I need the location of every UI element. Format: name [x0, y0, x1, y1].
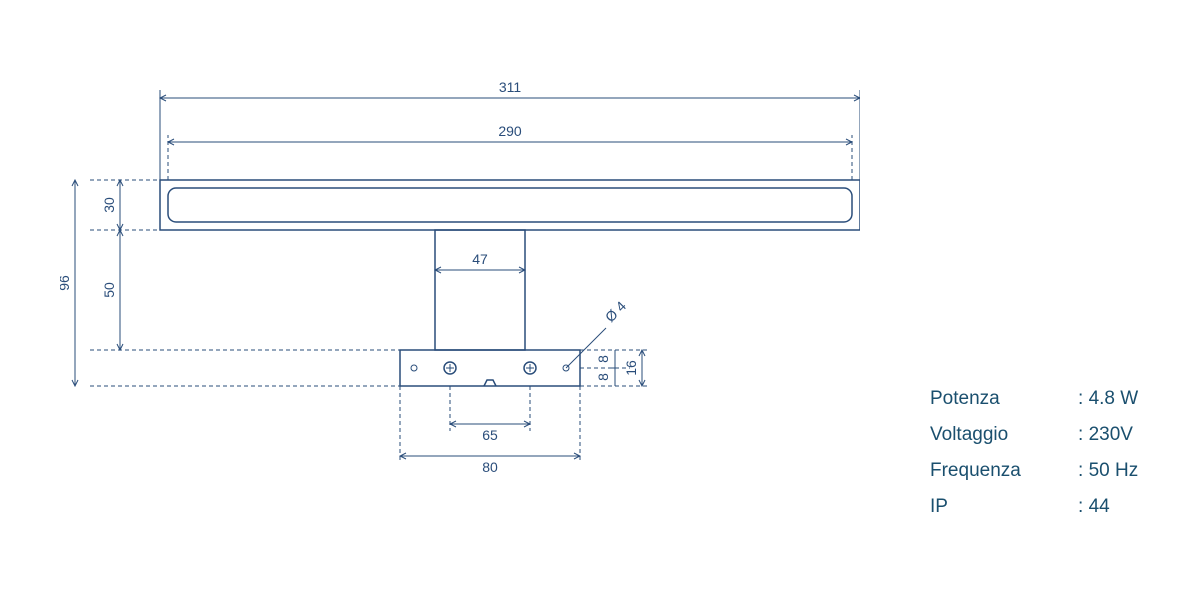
spec-value: : 44 [1070, 490, 1146, 524]
spec-row-potenza: Potenza : 4.8 W [922, 382, 1146, 416]
spec-label: IP [922, 490, 1068, 524]
spec-label: Potenza [922, 382, 1068, 416]
svg-text:80: 80 [482, 459, 498, 475]
svg-text:47: 47 [472, 251, 488, 267]
spec-value: : 50 Hz [1070, 454, 1146, 488]
svg-text:50: 50 [101, 282, 117, 298]
spec-row-ip: IP : 44 [922, 490, 1146, 524]
svg-text:96: 96 [60, 275, 72, 291]
spec-value: : 4.8 W [1070, 382, 1146, 416]
svg-text:16: 16 [623, 360, 639, 376]
spec-label: Voltaggio [922, 418, 1068, 452]
svg-text:65: 65 [482, 427, 498, 443]
spec-row-frequenza: Frequenza : 50 Hz [922, 454, 1146, 488]
spec-label: Frequenza [922, 454, 1068, 488]
spec-value: : 230V [1070, 418, 1146, 452]
svg-text:311: 311 [499, 80, 522, 95]
svg-text:Ø 4: Ø 4 [602, 298, 629, 325]
svg-text:290: 290 [498, 123, 522, 139]
svg-text:8: 8 [595, 355, 611, 363]
svg-text:30: 30 [101, 197, 117, 213]
spec-row-voltaggio: Voltaggio : 230V [922, 418, 1146, 452]
svg-text:8: 8 [595, 373, 611, 381]
technical-drawing: 311 290 47 65 80 30 50 96 16 8 8 Ø 4 [60, 80, 860, 500]
specs-table: Potenza : 4.8 W Voltaggio : 230V Frequen… [920, 380, 1148, 526]
